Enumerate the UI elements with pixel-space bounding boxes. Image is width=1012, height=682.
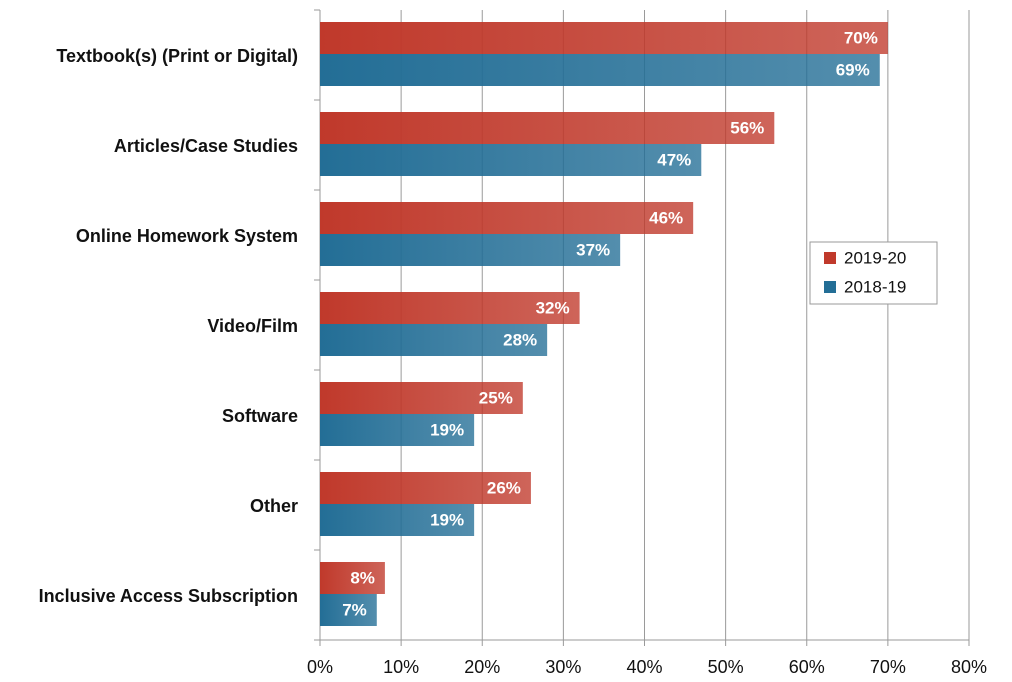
x-tick-label: 70% (870, 657, 906, 677)
bar (320, 324, 548, 356)
value-label: 70% (844, 28, 878, 47)
x-tick-label: 30% (545, 657, 581, 677)
value-label: 25% (479, 388, 513, 407)
x-tick-label: 10% (383, 657, 419, 677)
x-tick-label: 60% (789, 657, 825, 677)
value-label: 37% (576, 240, 610, 259)
bar (320, 292, 580, 324)
value-label: 19% (430, 420, 464, 439)
value-label: 19% (430, 510, 464, 529)
category-label: Online Homework System (76, 226, 298, 246)
bar (320, 594, 377, 626)
category-label: Software (222, 406, 298, 426)
value-label: 8% (350, 568, 375, 587)
value-label: 32% (536, 298, 570, 317)
legend-swatch (824, 252, 836, 264)
bar (320, 472, 531, 504)
value-label: 47% (657, 150, 691, 169)
x-tick-label: 20% (464, 657, 500, 677)
value-label: 28% (503, 330, 537, 349)
value-label: 26% (487, 478, 521, 497)
category-label: Video/Film (207, 316, 298, 336)
bar (320, 382, 523, 414)
bar (320, 562, 385, 594)
bar (320, 234, 621, 266)
value-label: 56% (730, 118, 764, 137)
legend-swatch (824, 281, 836, 293)
x-tick-label: 50% (708, 657, 744, 677)
legend-label: 2019-20 (844, 248, 906, 267)
bar (320, 144, 702, 176)
bar (320, 202, 694, 234)
category-label: Textbook(s) (Print or Digital) (56, 46, 298, 66)
legend-label: 2018-19 (844, 277, 906, 296)
bar (320, 504, 475, 536)
bar (320, 54, 880, 86)
bar (320, 414, 475, 446)
x-tick-label: 0% (307, 657, 333, 677)
value-label: 69% (836, 60, 870, 79)
bar (320, 22, 888, 54)
value-label: 46% (649, 208, 683, 227)
x-tick-label: 80% (951, 657, 987, 677)
category-label: Other (250, 496, 298, 516)
category-label: Inclusive Access Subscription (39, 586, 298, 606)
value-label: 7% (342, 600, 367, 619)
category-label: Articles/Case Studies (114, 136, 298, 156)
bar (320, 112, 775, 144)
x-tick-label: 40% (626, 657, 662, 677)
